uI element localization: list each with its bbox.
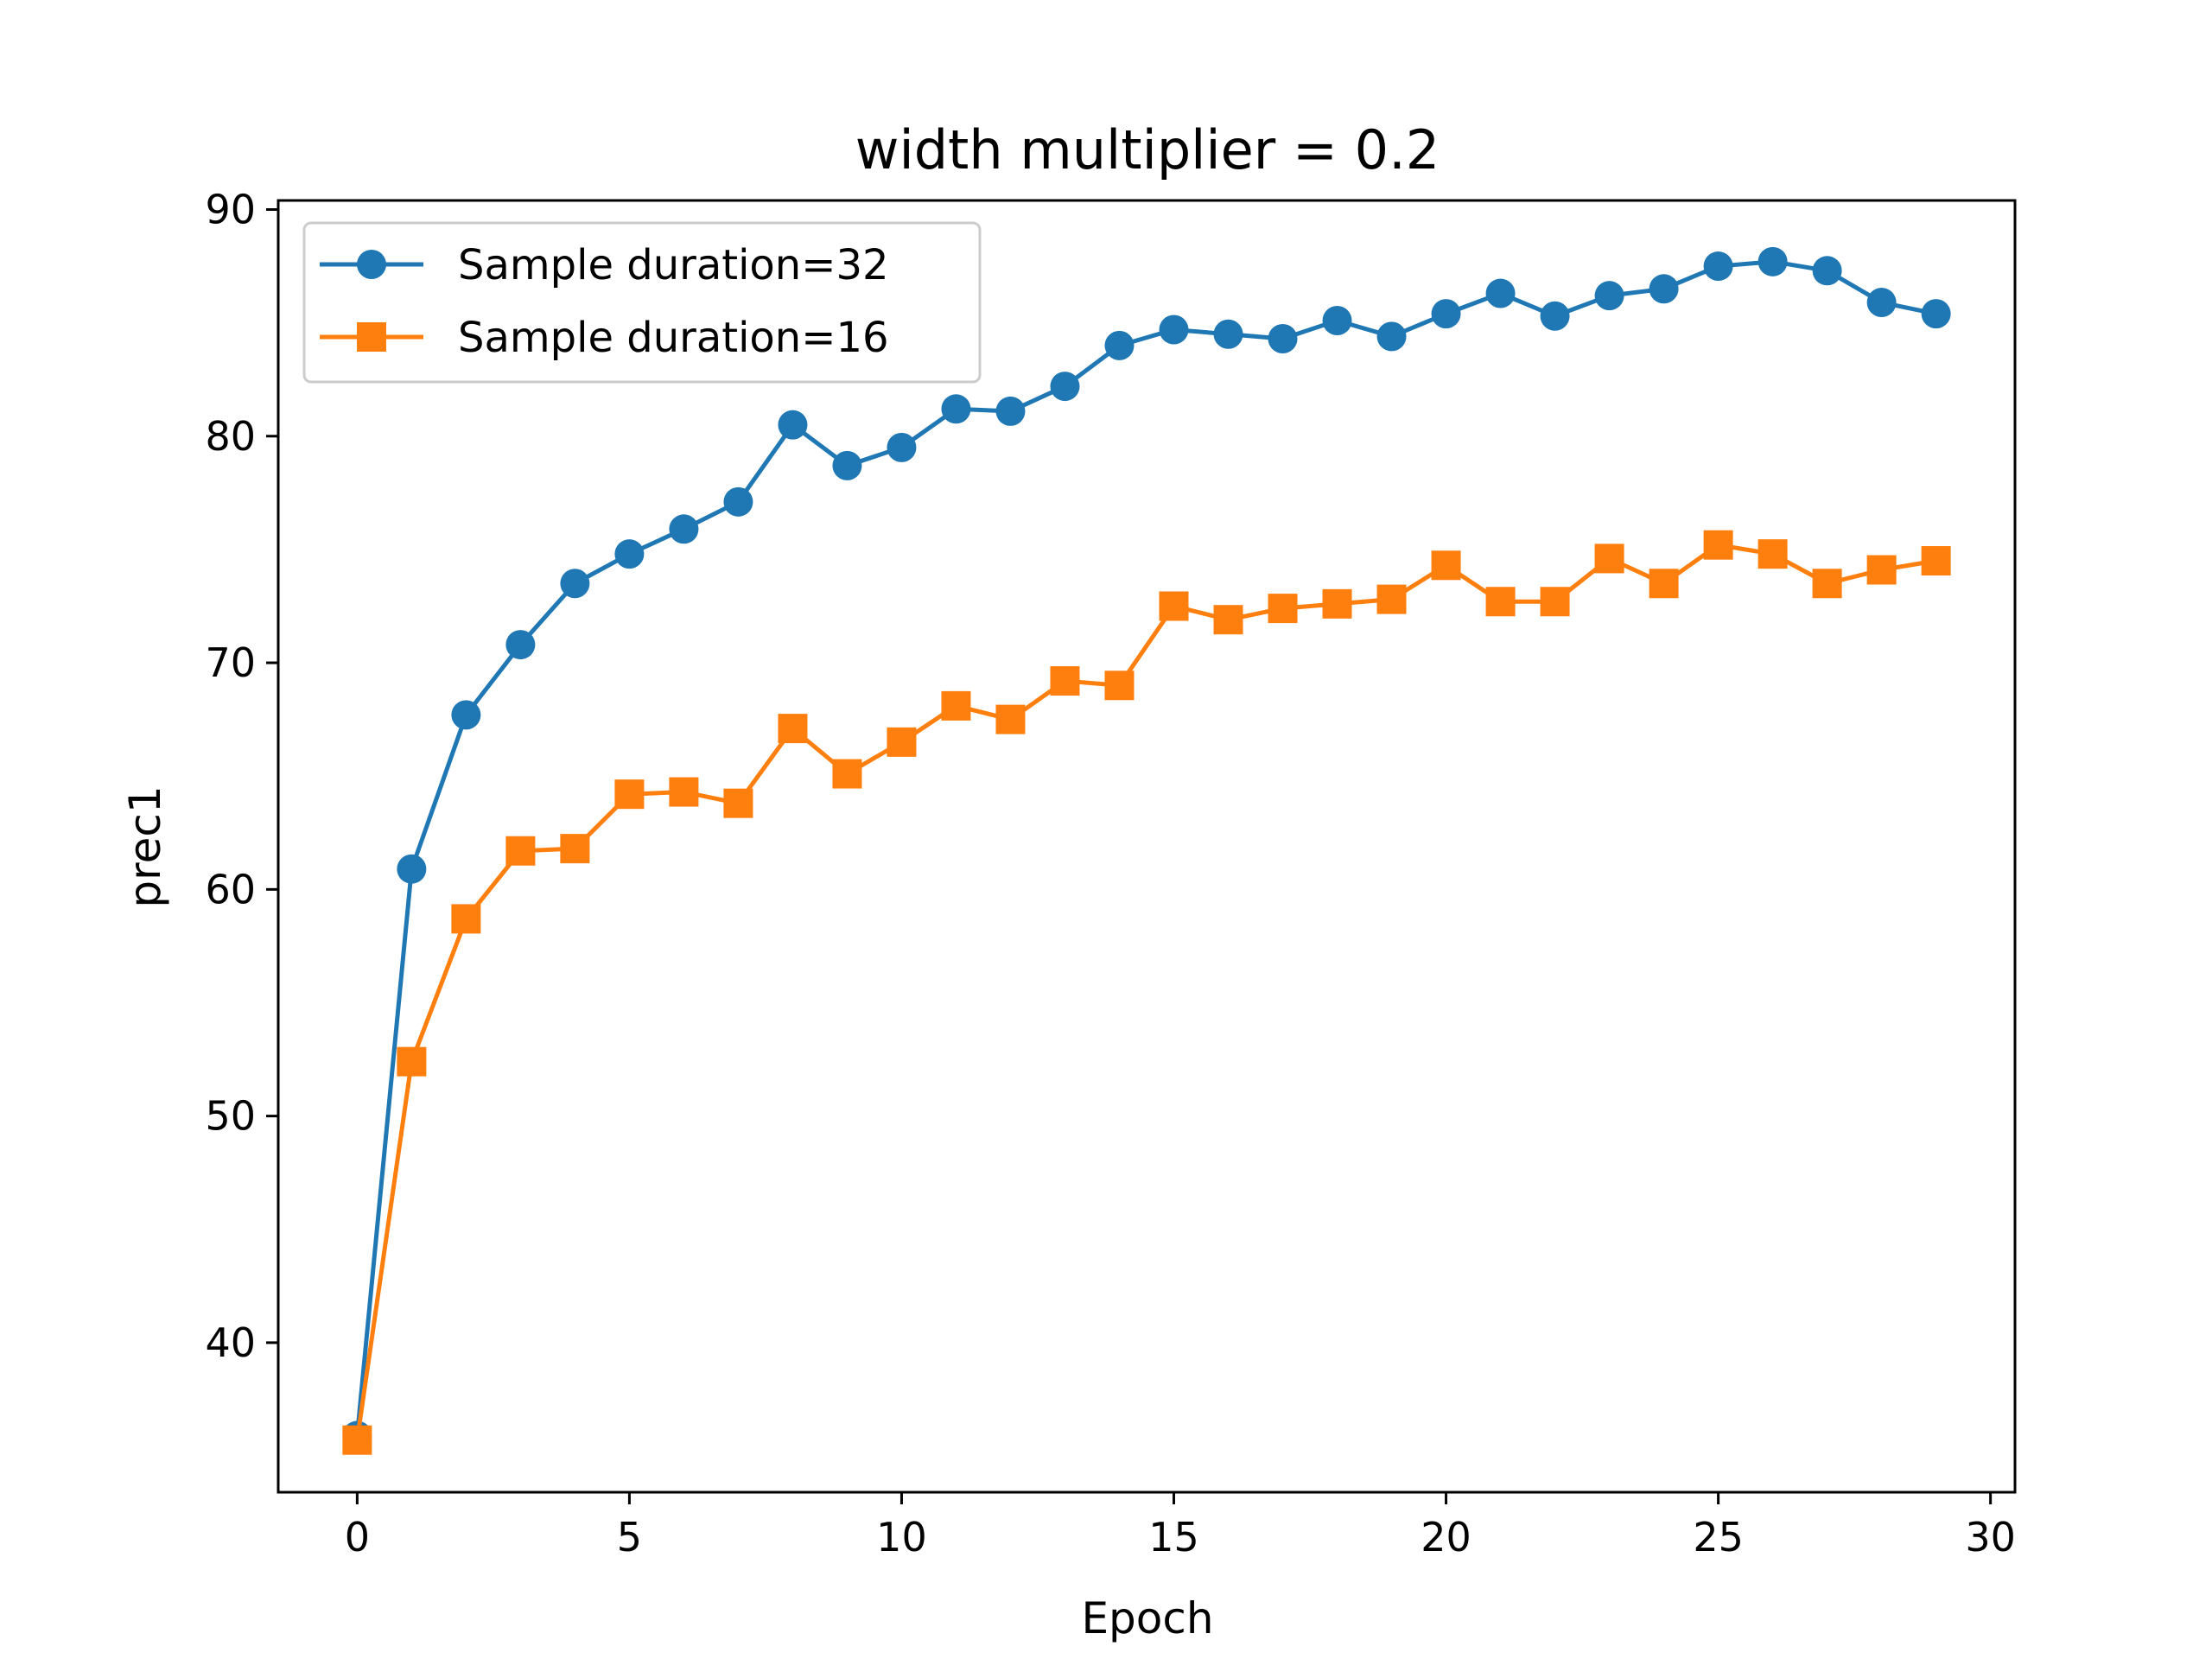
data-point <box>1050 666 1080 696</box>
data-point <box>1921 299 1951 329</box>
data-point <box>1485 278 1516 308</box>
data-point <box>1758 246 1788 276</box>
data-point <box>614 539 645 569</box>
legend-item: Sample duration=32 <box>320 241 889 289</box>
x-tick-label: 5 <box>617 1514 642 1560</box>
data-point <box>995 704 1026 734</box>
x-tick-label: 10 <box>876 1514 927 1560</box>
data-point <box>669 514 699 544</box>
data-point <box>941 690 971 721</box>
legend-box <box>302 221 982 384</box>
legend-marker <box>357 322 386 352</box>
data-point <box>1104 330 1135 360</box>
data-point <box>887 727 917 757</box>
data-point <box>1431 550 1461 581</box>
x-axis-label: Epoch <box>1081 1593 1213 1643</box>
legend-label: Sample duration=32 <box>458 241 889 289</box>
chart-title: width multiplier = 0.2 <box>855 118 1440 181</box>
series-line <box>354 543 1937 1441</box>
data-point <box>832 759 862 789</box>
data-point <box>1812 569 1842 599</box>
data-point <box>1866 288 1897 318</box>
data-point <box>397 1046 427 1077</box>
x-tick-label: 25 <box>1693 1514 1744 1560</box>
data-point <box>1431 299 1461 329</box>
y-axis: 40 50 60 70 80 90 <box>205 186 278 1366</box>
data-point <box>1159 591 1189 621</box>
data-point <box>778 410 808 440</box>
y-tick-label: 40 <box>205 1319 256 1366</box>
x-axis: 0 5 10 15 20 25 30 <box>345 1492 2016 1560</box>
data-point <box>451 700 481 730</box>
data-point <box>1376 584 1407 614</box>
data-point <box>1866 555 1897 585</box>
data-point <box>1540 587 1570 617</box>
data-point <box>342 1425 372 1455</box>
plot-frame <box>276 199 2017 1494</box>
data-point <box>614 779 645 810</box>
data-point <box>669 777 699 807</box>
data-point <box>1213 605 1243 635</box>
data-point <box>1594 543 1624 574</box>
data-point <box>1649 274 1679 304</box>
data-point <box>397 854 427 884</box>
data-point <box>1104 671 1135 701</box>
data-point <box>832 450 862 480</box>
legend-label: Sample duration=16 <box>458 314 889 362</box>
x-tick-label: 30 <box>1965 1514 2016 1560</box>
data-point <box>995 396 1026 426</box>
data-point <box>1758 539 1788 569</box>
data-point <box>1376 321 1407 352</box>
data-point <box>723 486 753 517</box>
data-point <box>1485 587 1516 617</box>
data-point <box>1050 372 1080 402</box>
data-point <box>505 836 536 866</box>
data-point <box>1703 530 1733 560</box>
y-tick-label: 60 <box>205 866 256 912</box>
data-point <box>1322 588 1352 619</box>
data-point <box>1268 594 1298 624</box>
data-point <box>941 394 971 424</box>
data-point <box>505 630 536 660</box>
legend-item: Sample duration=16 <box>320 314 889 362</box>
series-2 <box>342 530 1951 1455</box>
data-point <box>1812 256 1842 286</box>
x-tick-label: 20 <box>1421 1514 1471 1560</box>
y-axis-label: prec1 <box>120 785 170 907</box>
data-point <box>560 834 590 864</box>
x-tick-label: 15 <box>1148 1514 1199 1560</box>
data-point <box>723 788 753 818</box>
data-point <box>887 432 917 462</box>
series-1 <box>342 246 1951 1451</box>
data-point <box>1213 319 1243 349</box>
data-point <box>1322 306 1352 336</box>
y-tick-label: 70 <box>205 639 256 686</box>
y-tick-label: 50 <box>205 1093 256 1140</box>
data-point <box>1268 323 1298 353</box>
data-point <box>1159 315 1189 345</box>
legend: Sample duration=32 Sample duration=16 <box>302 221 982 384</box>
data-point <box>778 714 808 744</box>
y-tick-label: 90 <box>205 186 256 232</box>
data-point <box>1921 546 1951 576</box>
y-tick-label: 80 <box>205 413 256 460</box>
legend-marker <box>357 250 386 279</box>
data-point <box>451 904 481 934</box>
series-line <box>354 259 1937 1436</box>
data-point <box>1540 301 1570 331</box>
data-point <box>1594 281 1624 311</box>
data-point <box>560 569 590 599</box>
x-tick-label: 0 <box>345 1514 370 1560</box>
plot-area <box>342 246 1951 1455</box>
data-point <box>1703 251 1733 282</box>
data-point <box>1649 569 1679 599</box>
